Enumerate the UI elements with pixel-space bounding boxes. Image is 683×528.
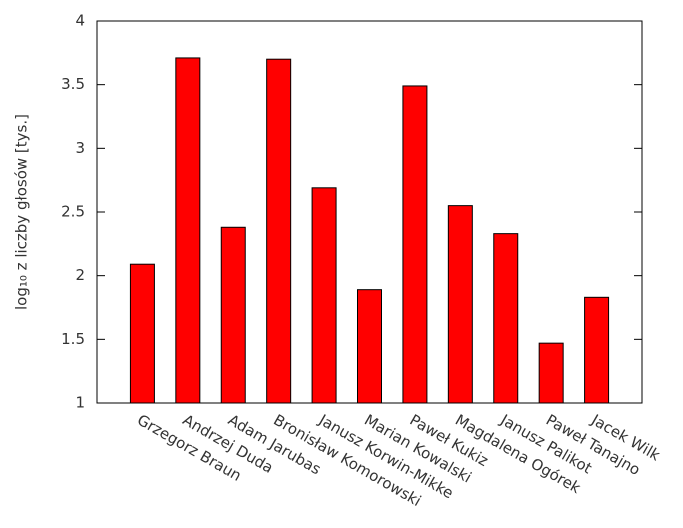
bar [493, 233, 519, 404]
y-axis-label: log₁₀ z liczby głosów [tys.] [13, 114, 31, 310]
bar [357, 289, 382, 404]
bar [402, 85, 428, 404]
bar [311, 187, 337, 404]
y-tick-label: 2 [75, 266, 85, 284]
bar [175, 57, 201, 404]
bar [538, 342, 564, 404]
y-tick-label: 2.5 [61, 203, 85, 221]
y-tick-label: 1.5 [61, 330, 85, 348]
y-tick-label: 4 [75, 12, 85, 30]
y-tick-label: 3 [75, 139, 85, 157]
bar [220, 226, 246, 404]
bar [129, 263, 155, 404]
y-tick-label: 3.5 [61, 75, 85, 93]
bar [447, 205, 473, 404]
y-tick-label: 1 [75, 394, 85, 412]
bar [584, 296, 610, 404]
bar [266, 58, 292, 404]
